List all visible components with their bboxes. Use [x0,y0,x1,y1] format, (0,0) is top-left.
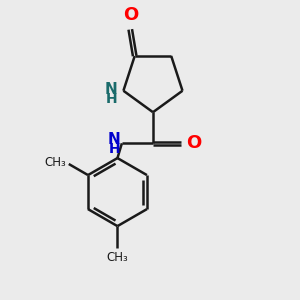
Text: O: O [123,6,138,24]
Text: CH₃: CH₃ [106,251,128,264]
Text: H: H [105,92,117,106]
Text: H: H [109,142,120,156]
Text: O: O [186,134,202,152]
Text: N: N [104,82,117,97]
Text: N: N [108,132,120,147]
Text: CH₃: CH₃ [45,156,66,169]
